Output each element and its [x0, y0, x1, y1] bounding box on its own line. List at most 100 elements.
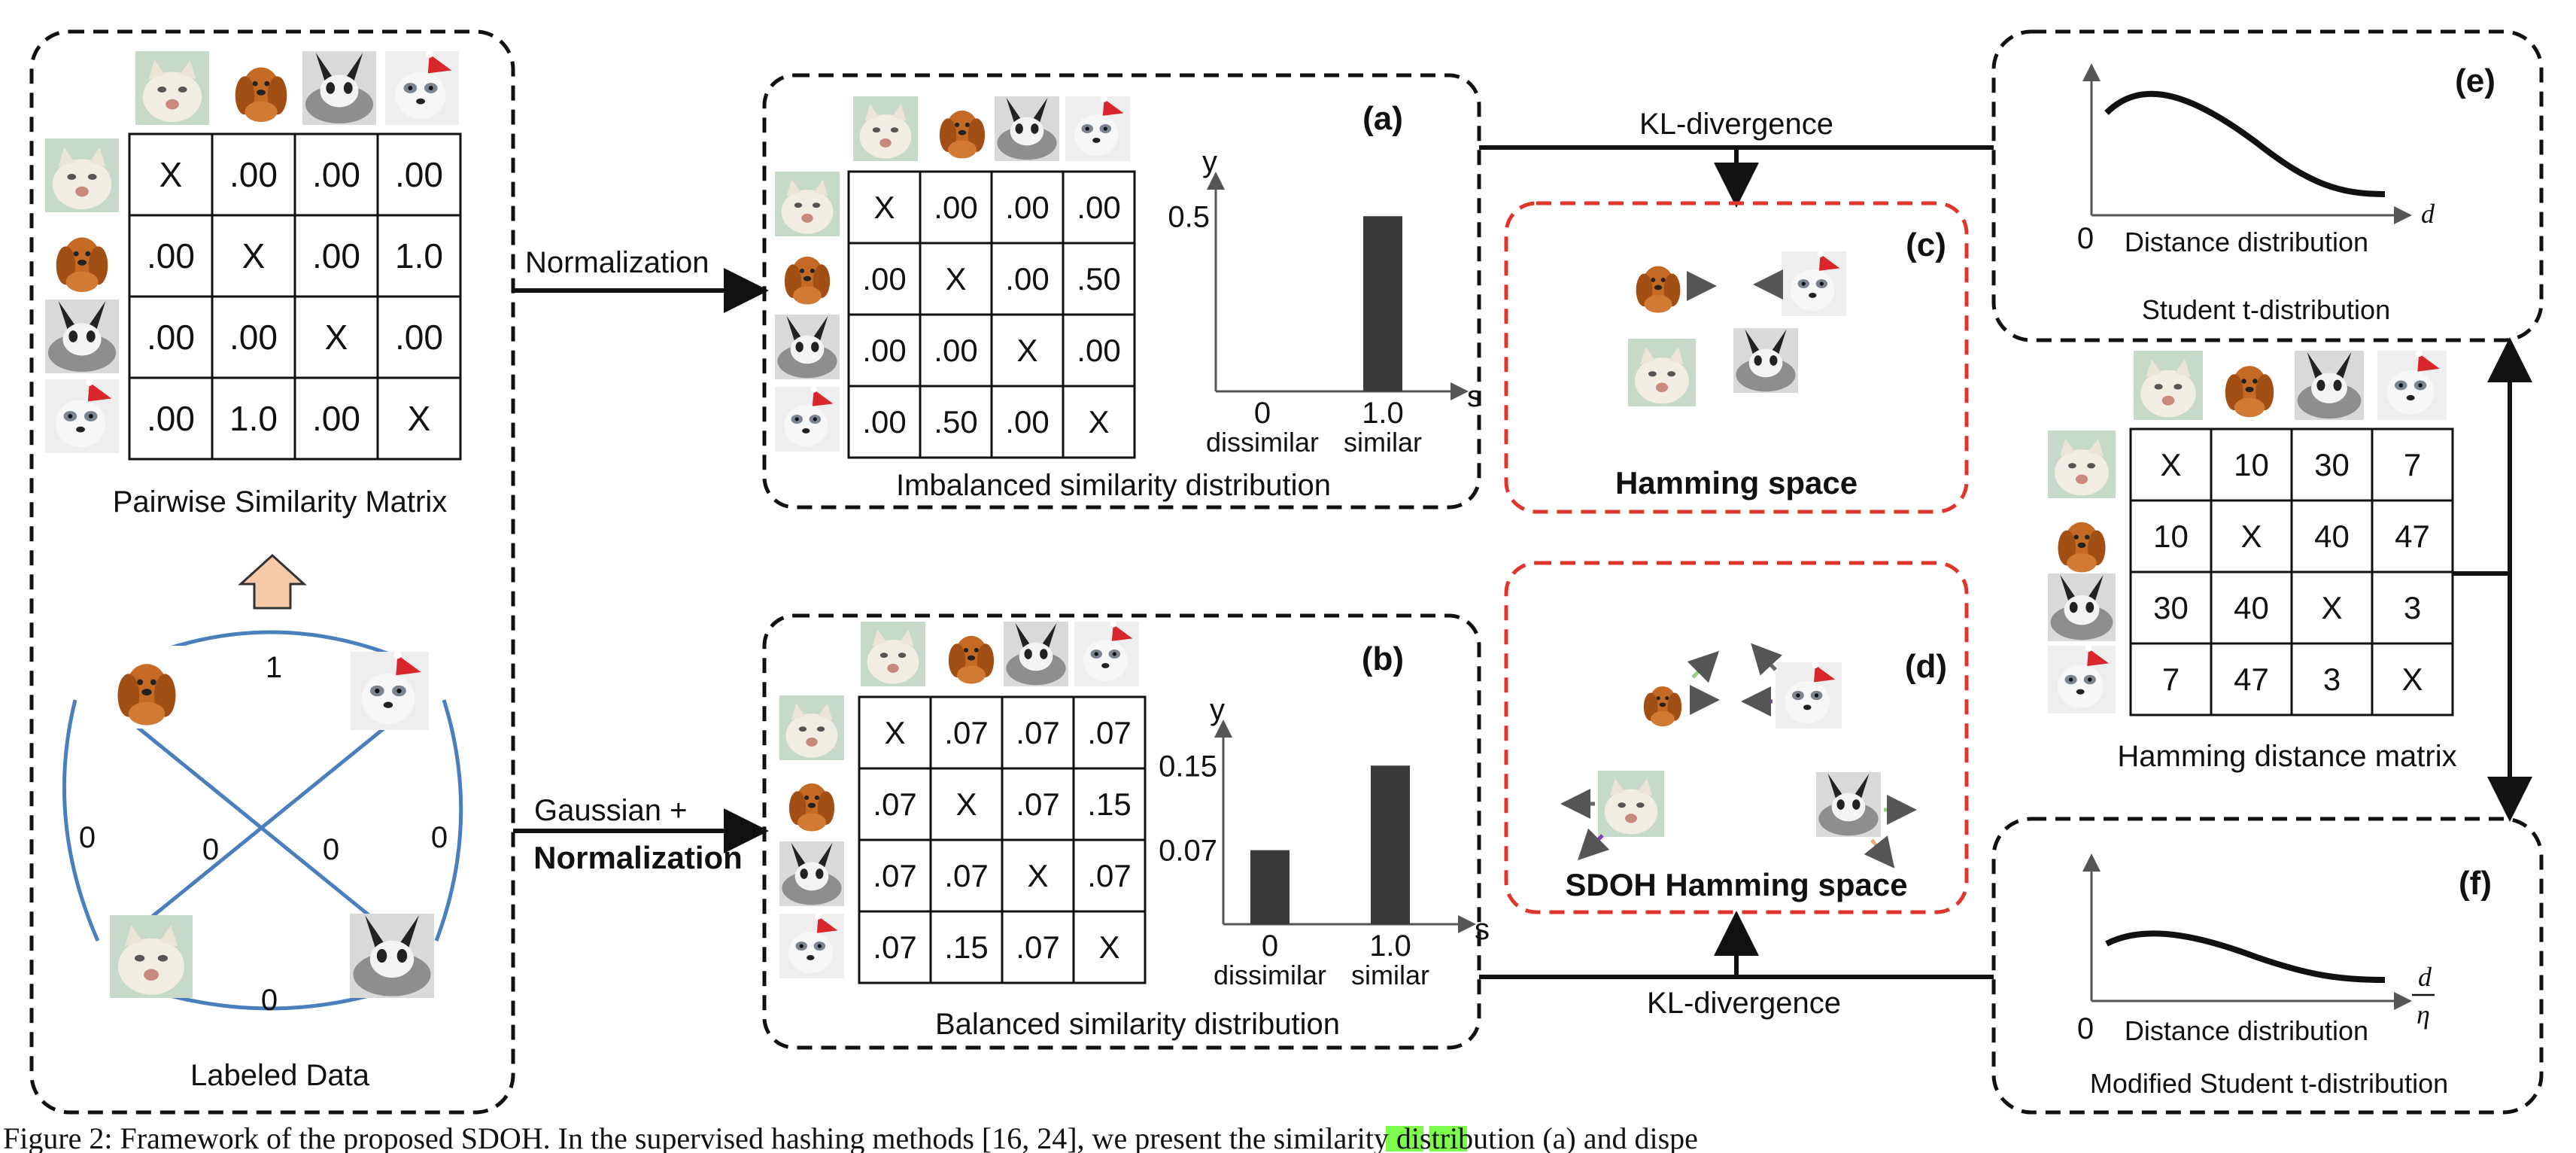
panel-c-border: [1504, 201, 1969, 514]
matrix-cell: .07: [1016, 929, 1059, 965]
rabbit-icon: [775, 315, 840, 379]
cat-icon: [1598, 771, 1664, 837]
matrix-a-grid: [847, 170, 1136, 459]
matrix-cell: X: [325, 318, 348, 357]
pairwise-matrix-cells: X .00 .00 .00 .00 X .00 1.0 .00 .00 X .00 .00 1.0 .00 X: [147, 155, 443, 438]
matrix-cell: .00: [312, 155, 360, 194]
cat-icon: [775, 172, 840, 236]
repel-arrow-icon: [1687, 650, 1720, 683]
panel-b: (b) X .07 .07 .07 .07 X .07 .15 .07 .07 X .07 .07 .15…: [762, 613, 1490, 1050]
husky-icon: [385, 51, 459, 125]
edge-label-left: 0: [79, 821, 96, 854]
dog-icon: [1627, 252, 1690, 315]
matrix-a-cells: X .00 .00 .00 .00 X .00 .50 .00 .00 X .00 .00 .50 .00 X: [862, 190, 1120, 440]
panel-b-tag: (b): [1362, 640, 1404, 677]
eta-label: η: [2417, 999, 2430, 1030]
cat-icon: [1628, 339, 1696, 406]
matrix-cell: .07: [1016, 715, 1059, 750]
matrix-cell: X: [945, 261, 966, 297]
rabbit-icon: [45, 300, 119, 373]
matrix-cell: .07: [1087, 715, 1131, 750]
panel-d-tag: (d): [1905, 648, 1947, 685]
category-sublabel: similar: [1351, 960, 1429, 990]
category-sublabel: dissimilar: [1206, 427, 1319, 458]
matrix-cell: .15: [944, 929, 988, 965]
matrix-cell: 7: [2162, 662, 2180, 697]
panel-a: (a) X .00 .00 .00 .00 X .00 .50 .00 .00 X .00 .00 .50…: [762, 73, 1482, 510]
graph-edge-left: [62, 699, 100, 942]
matrix-cell: X: [1027, 858, 1048, 893]
dog-icon: [779, 769, 844, 834]
matrix-cell: .00: [395, 318, 443, 357]
matrix-cell: X: [2401, 662, 2423, 697]
student-t-title: Student t-distribution: [2142, 294, 2390, 325]
x-axis-label: s: [1467, 380, 1482, 413]
matrix-cell: 1.0: [229, 399, 278, 438]
rabbit-icon: [2295, 351, 2364, 420]
figure-caption: Figure 2: Framework of the proposed SDOH…: [3, 1121, 1698, 1153]
husky-icon: [1065, 96, 1130, 161]
matrix-cell: .00: [312, 236, 360, 275]
category-label: 1.0: [1362, 397, 1404, 430]
repel-arrow-icon: [1577, 828, 1610, 861]
rabbit-icon: [302, 51, 376, 125]
panel-c: (c) Hamming space: [1504, 201, 1969, 514]
matrix-cell: 10: [2153, 519, 2189, 554]
up-arrow-icon: [238, 553, 307, 610]
bar: [1363, 216, 1402, 391]
hamming-space-title: Hamming space: [1615, 465, 1858, 500]
matrix-cell: .00: [1077, 333, 1120, 368]
dog-icon: [930, 96, 995, 161]
husky-icon: [775, 387, 840, 452]
matrix-cell: .00: [229, 155, 278, 194]
graph-edge-cross: [130, 721, 393, 935]
hamming-matrix-title: Hamming distance matrix: [2117, 740, 2456, 773]
caption-text: Figure 2: Framework of the proposed SDOH…: [3, 1121, 1698, 1153]
matrix-cell: 40: [2234, 590, 2269, 625]
panel-e-tag: (e): [2455, 62, 2496, 99]
matrix-b-grid: [858, 695, 1147, 984]
cat-icon: [2134, 351, 2203, 420]
x-axis-label: s: [1475, 913, 1490, 946]
bar: [1371, 765, 1410, 924]
matrix-cell: .07: [944, 858, 988, 893]
matrix-cell: X: [242, 236, 266, 275]
d-label: d: [2418, 962, 2432, 992]
matrix-cell: 7: [2404, 447, 2421, 482]
origin-label: 0: [2077, 1012, 2094, 1045]
panel-e: (e) 0 d Distance distribution Student t-…: [1991, 29, 2544, 342]
matrix-cell: .00: [862, 261, 906, 297]
imbalanced-title: Imbalanced similarity distribution: [896, 469, 1331, 502]
graph-edge-right: [434, 699, 463, 942]
panel-e-border: [1991, 29, 2544, 342]
matrix-cell: X: [2240, 519, 2262, 554]
category-label: 1.0: [1369, 929, 1411, 963]
cat-icon: [861, 622, 925, 686]
matrix-cell: .15: [1087, 786, 1131, 822]
panel-c-tag: (c): [1906, 227, 1946, 263]
category-sublabel: similar: [1344, 427, 1422, 458]
matrix-cell: X: [1088, 404, 1109, 440]
matrix-cell: .00: [1005, 261, 1049, 297]
matrix-cell: .00: [1005, 190, 1049, 225]
student-t-curve: [2104, 90, 2386, 197]
category-sublabel: dissimilar: [1214, 960, 1326, 990]
edge-label-bottom: 0: [261, 984, 278, 1017]
matrix-cell: X: [873, 190, 895, 225]
y-tick-label: 0.5: [1168, 200, 1210, 233]
modified-t-curve: [2105, 930, 2386, 983]
matrix-cell: 10: [2234, 447, 2269, 482]
normalization-bold-label: Normalization: [533, 840, 743, 875]
matrix-cell: .00: [395, 155, 443, 194]
cat-icon: [45, 138, 119, 212]
pairwise-title: Pairwise Similarity Matrix: [113, 485, 448, 519]
matrix-cell: X: [159, 155, 183, 194]
sdoh-space-title: SDOH Hamming space: [1565, 867, 1907, 902]
matrix-cell: 30: [2314, 447, 2350, 482]
pairwise-matrix-grid: [128, 132, 462, 461]
edge-label-right: 0: [431, 821, 448, 854]
matrix-cell: .07: [944, 715, 988, 750]
hamming-matrix-grid: [2129, 427, 2454, 716]
husky-icon: [2048, 646, 2116, 713]
